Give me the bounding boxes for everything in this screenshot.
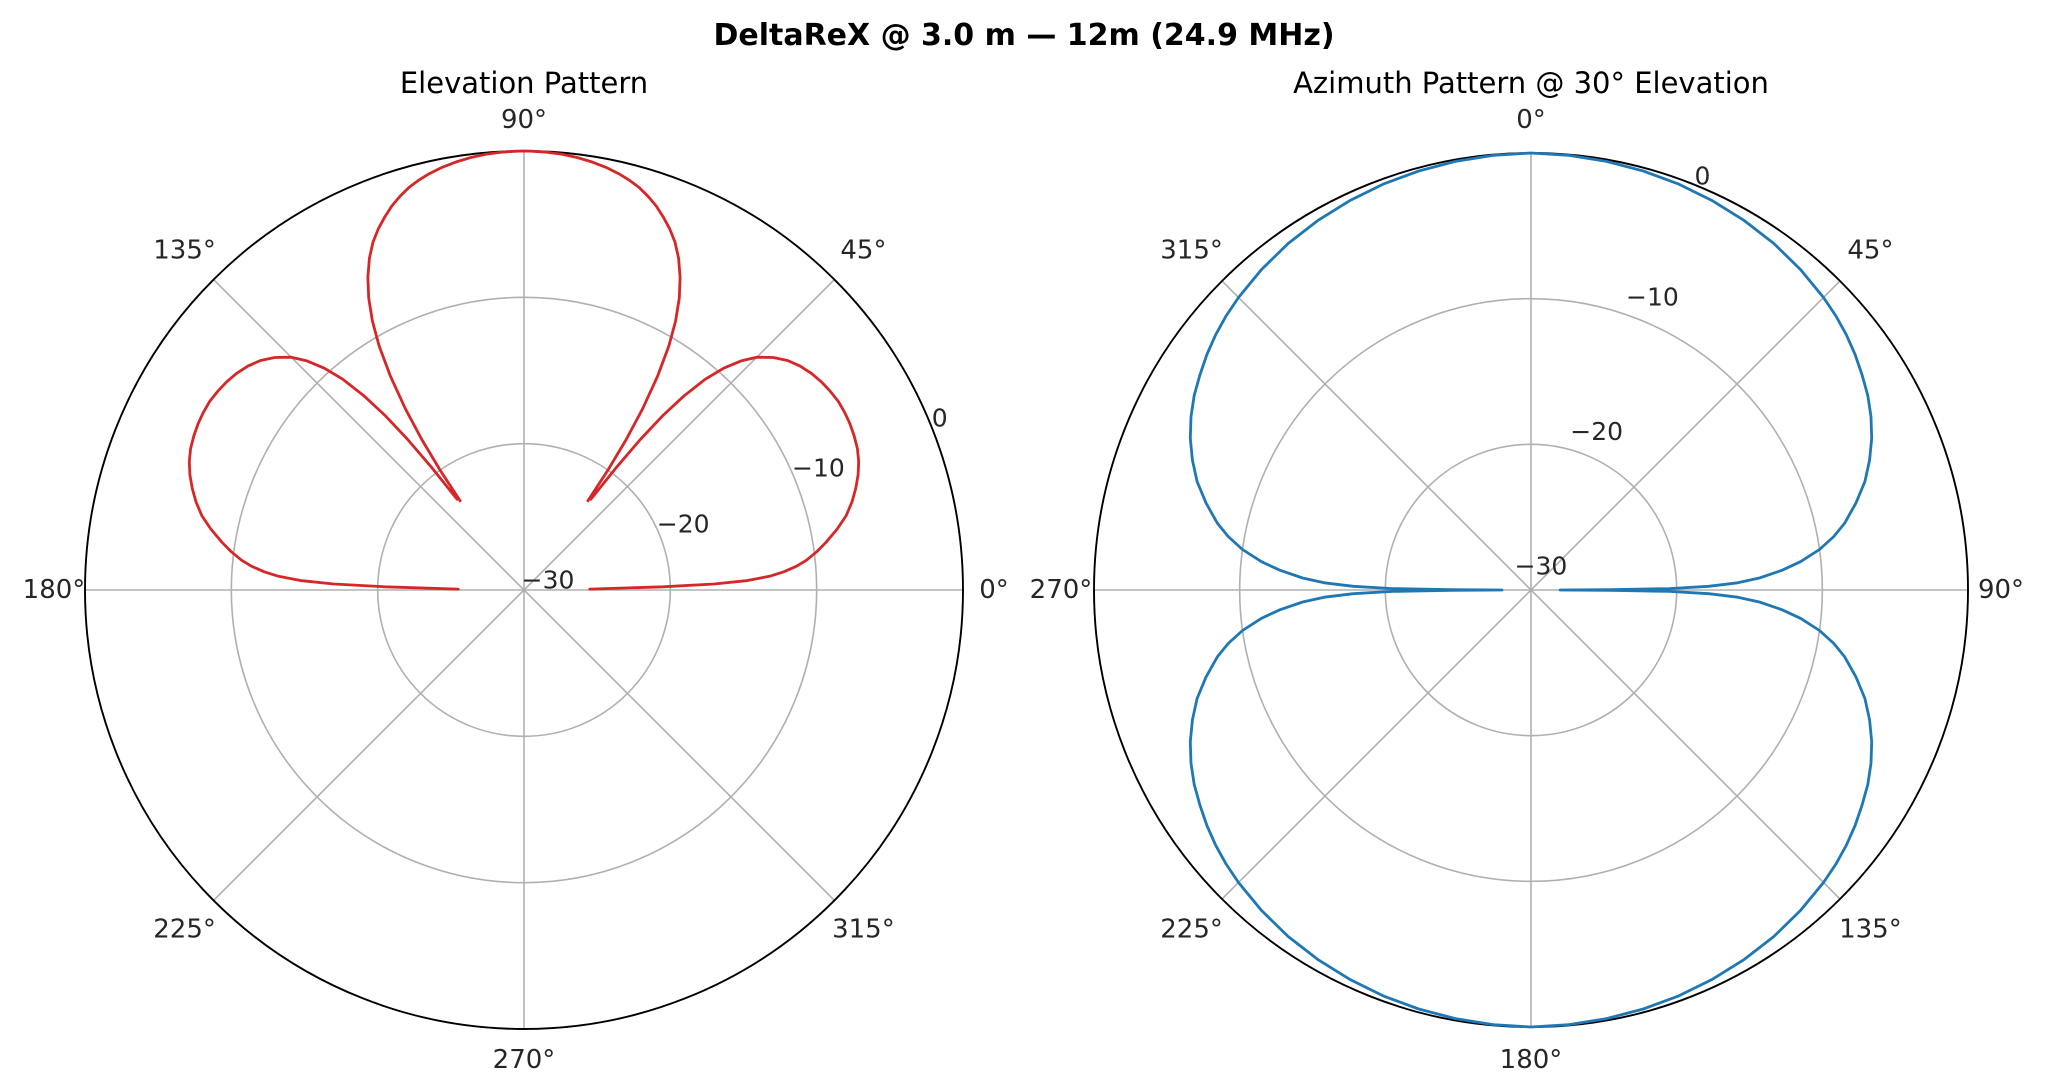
- polar-grid-ring: [1238, 297, 1824, 883]
- radial-tick-label: −10: [1626, 282, 1679, 311]
- angular-tick-label: 270°: [493, 1045, 556, 1075]
- radial-tick-label: 0: [932, 403, 948, 432]
- angular-tick-label: 225°: [1160, 914, 1223, 944]
- angular-tick-label: 0°: [979, 575, 1009, 605]
- angular-tick-label: 45°: [1847, 236, 1893, 266]
- angular-tick-label: 270°: [1030, 575, 1093, 605]
- radial-tick-label: −20: [1570, 417, 1623, 446]
- angular-tick-label: 45°: [840, 236, 886, 266]
- polar-grid-ring: [376, 442, 672, 738]
- radial-tick-label: −10: [792, 454, 845, 483]
- azimuth-plot-title: Azimuth Pattern @ 30° Elevation: [1293, 66, 1769, 100]
- azimuth-pattern-plot: 0° 45° 90° 135° 180° 225° 270° 315° 0 −10 −20 −30: [1030, 105, 2024, 1075]
- angular-tick-label: 135°: [1839, 914, 1902, 944]
- angular-tick-label: 90°: [1978, 575, 2024, 605]
- polar-grid-ring: [1384, 443, 1678, 737]
- elevation-plot-title: Elevation Pattern: [399, 66, 649, 100]
- angular-tick-label: 315°: [832, 914, 895, 944]
- elevation-pattern-plot: 0° 45° 90° 135° 180° 225° 270° 315° 0 −10 −20 −30: [23, 105, 1009, 1075]
- radial-tick-label: −30: [1515, 551, 1568, 580]
- radial-tick-label: 0: [1694, 162, 1710, 191]
- azimuth-pattern-curve: [1188, 151, 1874, 1029]
- radial-tick-label: −20: [657, 510, 710, 539]
- radial-tick-label: −30: [522, 566, 575, 595]
- angular-tick-label: 225°: [153, 914, 216, 944]
- angular-tick-label: 180°: [23, 575, 86, 605]
- polar-grid-ring: [230, 296, 818, 884]
- angular-tick-label: 0°: [1516, 105, 1546, 135]
- angular-tick-label: 135°: [153, 236, 216, 266]
- angular-tick-label: 180°: [1500, 1045, 1563, 1075]
- angular-tick-label: 90°: [501, 105, 547, 135]
- angular-tick-label: 315°: [1160, 236, 1223, 266]
- figure-title: DeltaReX @ 3.0 m — 12m (24.9 MHz): [713, 18, 1335, 53]
- elevation-pattern-curve: [187, 149, 861, 591]
